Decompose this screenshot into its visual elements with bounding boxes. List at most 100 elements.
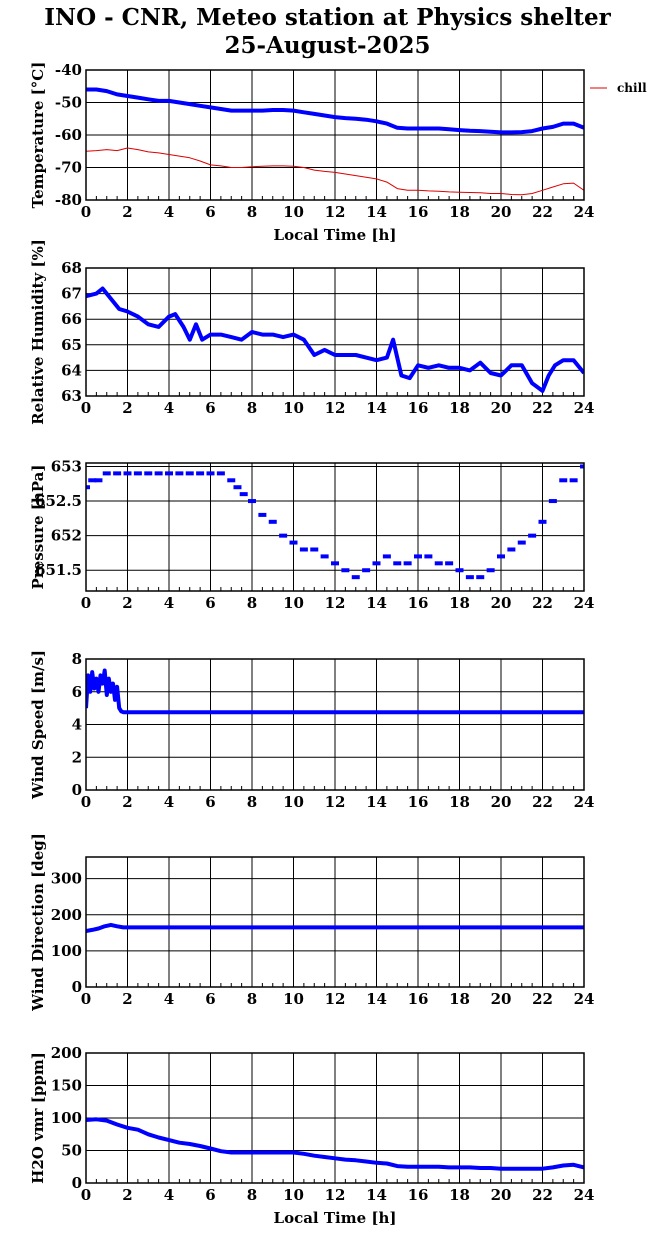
data-point <box>507 547 516 552</box>
x-tick-label: 4 <box>164 203 174 221</box>
data-point <box>248 499 256 504</box>
x-tick-label: 8 <box>247 399 257 417</box>
data-point <box>113 471 122 476</box>
data-point <box>548 499 557 504</box>
x-tick-label: 2 <box>122 990 132 1008</box>
y-tick-label: 68 <box>61 259 82 277</box>
data-point <box>455 568 464 573</box>
x-axis-label: Local Time [h] <box>274 1209 397 1227</box>
y-axis-label: Relative Humidity [%] <box>29 239 47 425</box>
series-line <box>86 87 584 135</box>
x-tick-label: 0 <box>81 203 91 221</box>
data-point <box>206 471 215 476</box>
plot-frame <box>85 1052 585 1184</box>
data-point <box>268 519 277 524</box>
x-tick-label: 0 <box>81 1186 91 1204</box>
y-tick-label: 6 <box>72 683 82 701</box>
data-point <box>517 540 526 545</box>
y-tick-label: 652.5 <box>35 492 82 510</box>
x-tick-label: 6 <box>205 399 215 417</box>
y-tick-label: 66 <box>61 310 82 328</box>
x-tick-label: 2 <box>122 203 132 221</box>
x-tick-label: 8 <box>247 594 257 612</box>
chart-date: 25-August-2025 <box>224 32 431 59</box>
data-point <box>94 478 103 483</box>
x-tick-label: 6 <box>205 1186 215 1204</box>
data-point <box>320 554 329 559</box>
chart-panel-pressure: 0 2 4 6 8 10 12 14 16 18 20 22 24651.5652652.5653Pre… <box>29 457 594 612</box>
x-tick-label: 2 <box>122 594 132 612</box>
y-tick-label: 100 <box>51 1109 82 1127</box>
plot-frame <box>85 856 585 988</box>
data-point <box>144 471 153 476</box>
data-point <box>569 478 578 483</box>
data-point <box>299 547 308 552</box>
plot-frame <box>85 69 585 201</box>
x-tick-label: 2 <box>122 1186 132 1204</box>
data-point <box>528 533 537 538</box>
series-line <box>86 1117 584 1171</box>
y-tick-label: 300 <box>51 870 82 888</box>
chill-series-line <box>86 147 584 196</box>
x-tick-label: 20 <box>491 399 512 417</box>
data-point <box>341 568 350 573</box>
x-tick-label: 2 <box>122 793 132 811</box>
x-tick-label: 0 <box>81 594 91 612</box>
x-tick-label: 16 <box>408 1186 429 1204</box>
y-tick-label: 67 <box>61 285 82 303</box>
plot-frame <box>85 267 585 397</box>
x-tick-label: 12 <box>325 793 346 811</box>
data-point <box>123 471 132 476</box>
x-tick-label: 24 <box>574 399 595 417</box>
y-axis-label: Temperature [°C] <box>29 62 47 209</box>
y-tick-label: -70 <box>55 159 82 177</box>
x-tick-label: 12 <box>325 203 346 221</box>
data-point <box>175 471 184 476</box>
x-axis-label: Local Time [h] <box>274 226 397 244</box>
y-tick-label: -60 <box>55 126 82 144</box>
data-point <box>580 464 584 469</box>
x-tick-label: 8 <box>247 203 257 221</box>
x-tick-label: 10 <box>283 1186 304 1204</box>
plot-frame <box>85 462 585 592</box>
x-tick-label: 10 <box>283 594 304 612</box>
x-tick-label: 22 <box>532 990 553 1008</box>
x-tick-label: 22 <box>532 203 553 221</box>
data-point <box>559 478 568 483</box>
x-tick-label: 24 <box>574 793 595 811</box>
x-tick-label: 22 <box>532 594 553 612</box>
x-tick-label: 22 <box>532 1186 553 1204</box>
y-axis-label: Wind Direction [deg] <box>29 833 47 1012</box>
data-point <box>465 575 474 580</box>
data-point <box>372 561 381 566</box>
x-tick-label: 20 <box>491 203 512 221</box>
data-point <box>133 471 142 476</box>
y-tick-label: 0 <box>72 781 82 799</box>
y-tick-label: 200 <box>51 1044 82 1062</box>
y-axis-label: Pressure [hPa] <box>29 465 47 590</box>
series-line <box>86 286 584 393</box>
x-tick-label: 8 <box>247 793 257 811</box>
y-tick-label: 65 <box>61 336 82 354</box>
data-point <box>154 471 163 476</box>
data-point <box>185 471 194 476</box>
x-tick-label: 14 <box>366 399 387 417</box>
y-tick-label: 0 <box>72 1174 82 1192</box>
x-tick-label: 18 <box>449 399 470 417</box>
data-point <box>239 492 248 497</box>
data-point <box>233 485 242 490</box>
x-tick-label: 22 <box>532 399 553 417</box>
x-tick-label: 16 <box>408 990 429 1008</box>
y-axis-label: Wind Speed [m/s] <box>29 650 47 800</box>
x-tick-label: 4 <box>164 990 174 1008</box>
data-point <box>538 519 547 524</box>
x-tick-label: 18 <box>449 1186 470 1204</box>
plot-frame <box>85 658 585 791</box>
data-point <box>476 575 485 580</box>
chart-panel-humidity: 0 2 4 6 8 10 12 14 16 18 20 22 24636465666768Relativ… <box>29 239 594 425</box>
x-tick-label: 6 <box>205 203 215 221</box>
chart-title: INO - CNR, Meteo station at Physics shel… <box>44 4 611 31</box>
x-tick-label: 10 <box>283 990 304 1008</box>
